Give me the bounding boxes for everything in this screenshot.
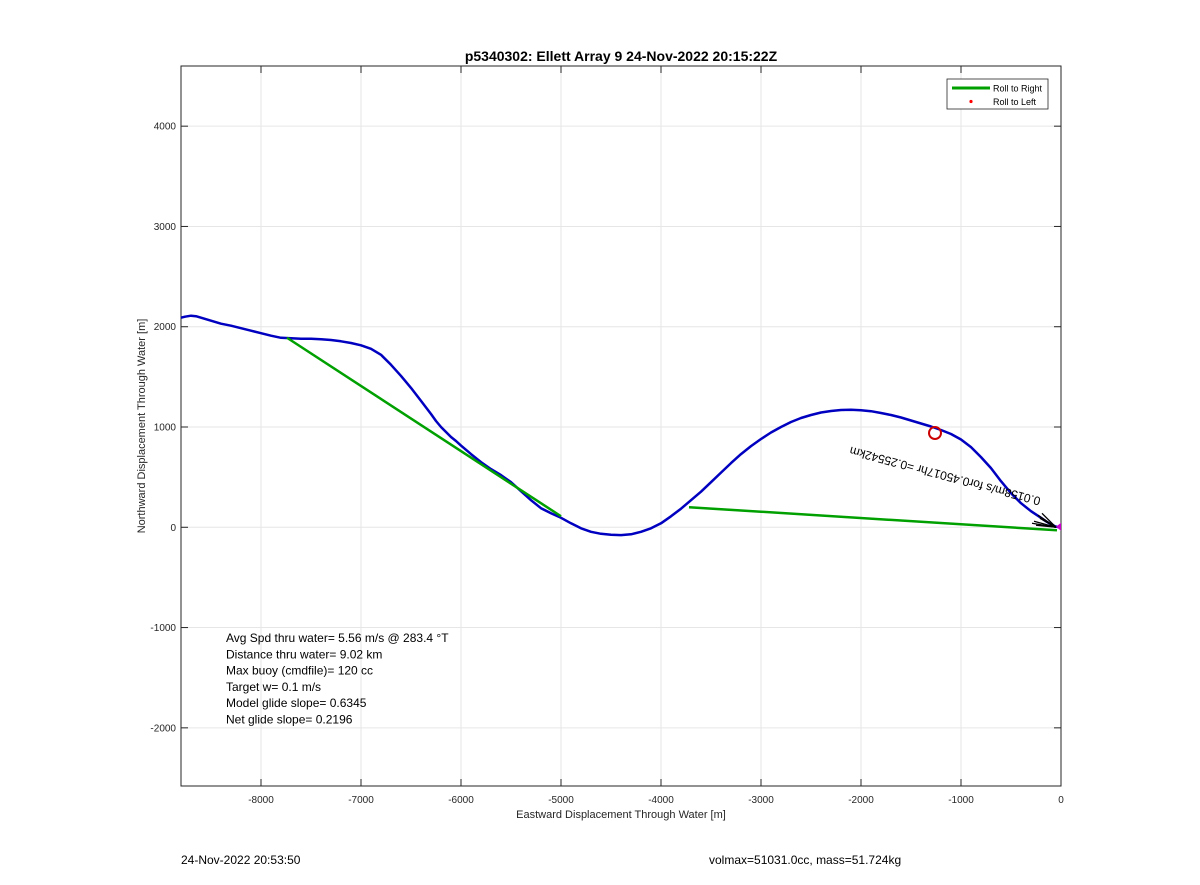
stats-annotation: Avg Spd thru water= 5.56 m/s @ 283.4 °T [226, 631, 449, 645]
x-tick-label: -4000 [648, 795, 674, 806]
stats-annotation: Target w= 0.1 m/s [226, 680, 321, 694]
data-series [180, 314, 1061, 537]
legend-label-roll-right: Roll to Right [993, 84, 1043, 94]
x-tick-label: -1000 [948, 795, 974, 806]
legend: Roll to Right Roll to Left [946, 78, 1049, 110]
roll-right-segment [688, 505, 1058, 532]
y-axis-label: Northward Displacement Through Water [m] [136, 319, 148, 534]
stats-annotation: Model glide slope= 0.6345 [226, 696, 367, 710]
y-tick-label: 3000 [154, 222, 177, 233]
track-line [180, 314, 1060, 537]
y-tick-label: -2000 [150, 723, 176, 734]
y-tick-label: -1000 [150, 623, 176, 634]
legend-label-roll-left: Roll to Left [993, 97, 1037, 107]
current-speed-annotation: 0.0158m/s for0.45017hr =0.25542km [848, 444, 1042, 509]
y-tick-label: 2000 [154, 322, 177, 333]
current-arrow-cluster [1031, 512, 1057, 528]
stats-annotation: Distance thru water= 9.02 km [226, 647, 382, 661]
grid-lines [181, 66, 1062, 786]
plot-area [180, 65, 1062, 787]
x-tick-label: -5000 [548, 795, 574, 806]
x-axis-label: Eastward Displacement Through Water [m] [516, 809, 726, 821]
x-tick-label: -8000 [248, 795, 274, 806]
current-arrow [1041, 512, 1057, 528]
stats-annotation: Net glide slope= 0.2196 [226, 713, 353, 727]
end-marker [1056, 522, 1061, 531]
y-tick-label: 1000 [154, 423, 177, 434]
legend-dot-swatch [969, 99, 973, 104]
y-tick-label: 4000 [154, 122, 177, 133]
x-tick-label: 0 [1058, 795, 1064, 806]
annotations: Avg Spd thru water= 5.56 m/s @ 283.4 °T D… [226, 444, 1042, 727]
y-tick-label: 0 [170, 523, 176, 534]
x-tick-label: -3000 [748, 795, 774, 806]
current-arrow-head [1049, 522, 1056, 528]
x-tick-label: -7000 [348, 795, 374, 806]
roll-right-segment [286, 336, 562, 518]
footer-timestamp: 24-Nov-2022 20:53:50 [181, 853, 301, 867]
legend-box [946, 78, 1049, 110]
x-tick-label: -6000 [448, 795, 474, 806]
axis-ticks: -8000 -7000 -6000 -5000 -4000 -3000 -2000 -1000… [150, 66, 1064, 806]
chart-title: p5340302: Ellett Array 9 24-Nov-2022 20:… [465, 48, 778, 64]
footer-vessel-info: volmax=51031.0cc, mass=51.724kg [709, 853, 902, 867]
stats-annotation: Max buoy (cmdfile)= 120 cc [226, 664, 373, 678]
current-circle-marker [928, 426, 942, 441]
x-tick-label: -2000 [848, 795, 874, 806]
